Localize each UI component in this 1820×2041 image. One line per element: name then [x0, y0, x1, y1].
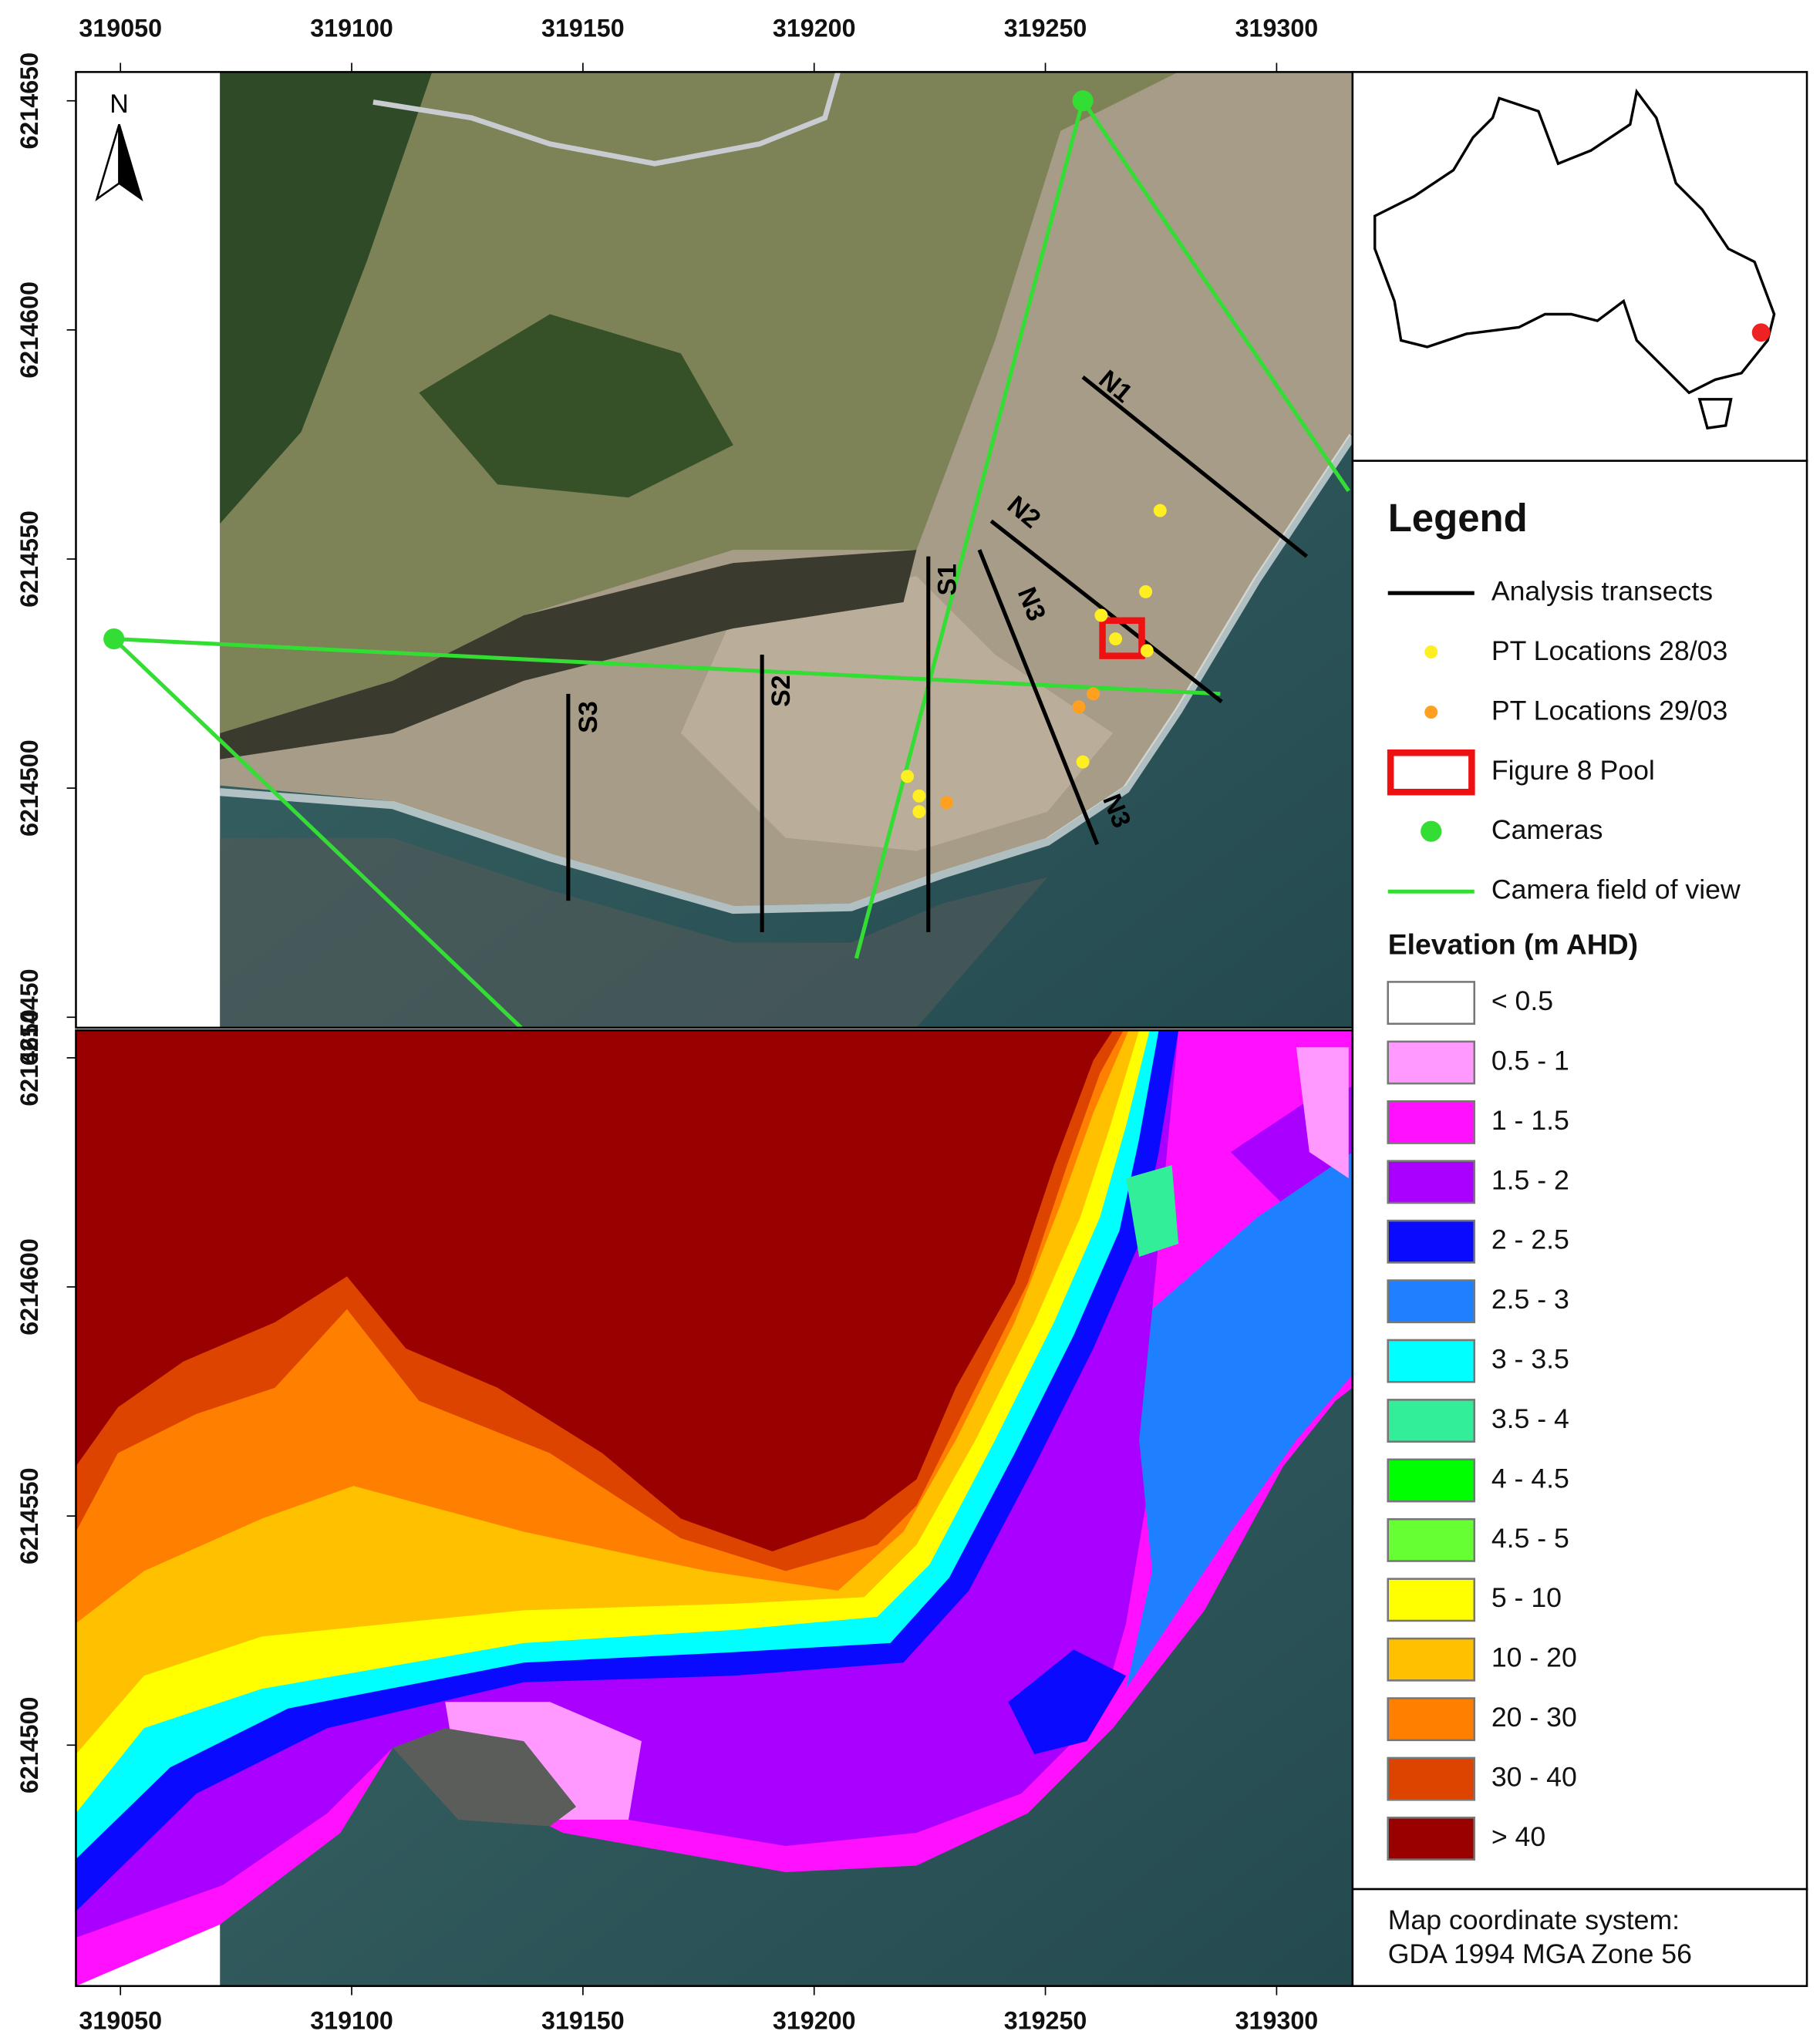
- legend-label: 4 - 4.5: [1491, 1463, 1569, 1494]
- elevation-panel: [76, 1030, 1353, 1986]
- y-tick-label: 6214550: [15, 510, 43, 608]
- elevation-zone: [1126, 1152, 1353, 1689]
- legend-label: 2.5 - 3: [1491, 1284, 1569, 1315]
- x-tick-label: 319100: [310, 15, 393, 42]
- x-tick-label: 319050: [79, 15, 162, 42]
- legend-swatch: [1387, 1637, 1476, 1682]
- legend-swatch: [1387, 1697, 1476, 1742]
- legend: Legend Elevation (m AHD) Analysis transe…: [1351, 460, 1808, 1891]
- cameras: [103, 90, 1094, 650]
- legend-label: 10 - 20: [1491, 1642, 1577, 1673]
- legend-label: PT Locations 28/03: [1491, 635, 1727, 666]
- inset-map: [1351, 71, 1808, 462]
- north-label: N: [110, 89, 129, 119]
- legend-swatch: [1387, 1279, 1476, 1324]
- legend-swatch: [1387, 1399, 1476, 1443]
- note-box: [1351, 1888, 1808, 1987]
- legend-label: 30 - 40: [1491, 1762, 1577, 1793]
- elevation-zone: [1126, 1165, 1179, 1257]
- camera-field-of-view: [112, 99, 1350, 1028]
- y-tick-label: 6214500: [15, 1696, 43, 1793]
- y-tick-label: 6214650: [15, 1009, 43, 1106]
- analysis-transects: [566, 376, 1309, 932]
- legend-label: Cameras: [1491, 814, 1603, 845]
- legend-label: 4.5 - 5: [1491, 1523, 1569, 1554]
- legend-swatch: [1387, 1160, 1476, 1204]
- elevation-zone: [1008, 1649, 1127, 1755]
- legend-label: 3 - 3.5: [1491, 1344, 1569, 1375]
- legend-label: Figure 8 Pool: [1491, 755, 1655, 786]
- y-tick-label: 6214600: [15, 281, 43, 379]
- legend-label: 1 - 1.5: [1491, 1105, 1569, 1136]
- x-tick-label: 319300: [1235, 2007, 1319, 2035]
- legend-swatch: [1387, 981, 1476, 1026]
- legend-swatch: [1387, 1219, 1476, 1264]
- legend-label: 1.5 - 2: [1491, 1164, 1569, 1195]
- y-tick-label: 6214600: [15, 1238, 43, 1335]
- legend-swatch: [1387, 1578, 1476, 1622]
- x-tick-label: 319100: [310, 2007, 393, 2035]
- x-tick-label: 319150: [541, 2007, 625, 2035]
- legend-swatch: [1387, 1756, 1476, 1801]
- elevation-zone: [76, 1030, 1114, 1551]
- x-tick-label: 319250: [1004, 2007, 1087, 2035]
- north-arrow: N: [95, 89, 143, 202]
- x-tick-label: 319300: [1235, 15, 1319, 42]
- elevation-zone: [1296, 1047, 1349, 1179]
- legend-swatch: [1387, 1817, 1476, 1861]
- legend-label: > 40: [1491, 1821, 1545, 1852]
- y-tick-label: 6214450: [15, 968, 43, 1066]
- figure-8-pool: [1099, 617, 1145, 659]
- x-tick-label: 319150: [541, 15, 625, 42]
- transect-label: S2: [767, 675, 796, 707]
- y-tick-label: 6214650: [15, 52, 43, 150]
- legend-label: 0.5 - 1: [1491, 1045, 1569, 1076]
- legend-swatch: [1387, 1100, 1476, 1144]
- coordinate-note: Map coordinate system:: [1388, 1905, 1680, 1935]
- aerial-panel: [76, 72, 1353, 1028]
- x-tick-label: 319200: [773, 2007, 856, 2035]
- legend-label: 2 - 2.5: [1491, 1224, 1569, 1255]
- legend-label: Analysis transects: [1491, 576, 1713, 607]
- y-tick-label: 6214550: [15, 1467, 43, 1564]
- legend-title: Legend: [1388, 496, 1528, 540]
- legend-swatch: [1387, 1339, 1476, 1383]
- legend-swatch: [1387, 1458, 1476, 1503]
- transect-label: S1: [932, 564, 962, 596]
- coordinate-note: GDA 1994 MGA Zone 56: [1388, 1938, 1692, 1969]
- legend-label: Camera field of view: [1491, 874, 1741, 905]
- transect-label: S3: [574, 701, 603, 733]
- legend-swatch: [1387, 1040, 1476, 1085]
- x-tick-label: 319200: [773, 15, 856, 42]
- legend-label: 20 - 30: [1491, 1702, 1577, 1733]
- legend-label: 3.5 - 4: [1491, 1403, 1569, 1434]
- legend-label: PT Locations 29/03: [1491, 695, 1727, 726]
- pt-locations-28-03: [901, 504, 1167, 819]
- x-tick-label: 319250: [1004, 15, 1087, 42]
- legend-label: 5 - 10: [1491, 1582, 1562, 1613]
- x-tick-label: 319050: [79, 2007, 162, 2035]
- y-tick-label: 6214500: [15, 739, 43, 837]
- elevation-title: Elevation (m AHD): [1388, 928, 1638, 960]
- pt-locations-29-03: [940, 687, 1100, 810]
- legend-swatch: [1387, 1517, 1476, 1562]
- legend-label: < 0.5: [1491, 985, 1553, 1016]
